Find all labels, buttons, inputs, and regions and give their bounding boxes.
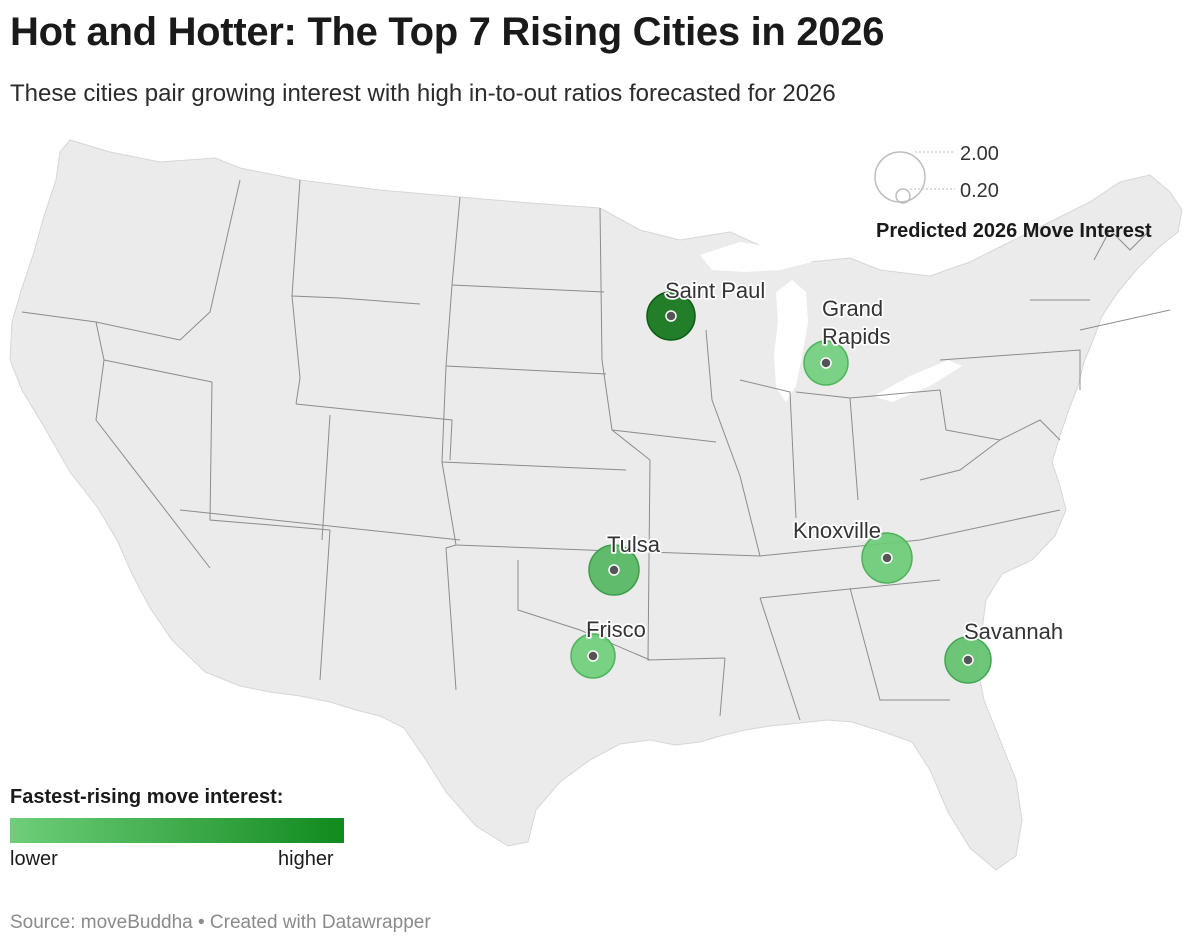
city-markers: Saint Paul Grand Rapids Tulsa Knoxville … [570,276,1065,684]
color-legend-title: Fastest-rising move interest: [10,786,284,808]
city-label-saint-paul: Saint Paul [665,278,765,303]
size-legend-max-circle [874,151,926,203]
city-marker-tulsa[interactable]: Tulsa [588,530,662,596]
color-legend-gradient [10,818,344,843]
size-legend: 2.00 0.20 [874,143,999,204]
lake-michigan [774,280,808,402]
state-borders [21,179,1171,721]
city-label-frisco: Frisco [586,617,646,642]
color-legend-low-label: lower [10,848,58,870]
city-label-knoxville: Knoxville [793,518,881,543]
source-note: Source: moveBuddha • Created with Datawr… [10,912,431,933]
city-marker-knoxville[interactable]: Knoxville [791,516,913,584]
size-legend-min-circle [895,188,911,204]
city-marker-savannah[interactable]: Savannah [944,617,1065,684]
city-marker-frisco[interactable]: Frisco [570,615,648,679]
size-legend-min-label: 0.20 [960,180,999,202]
city-marker-saint-paul[interactable]: Saint Paul [646,276,767,341]
city-label-savannah: Savannah [964,619,1063,644]
city-marker-grand-rapids[interactable]: Grand Rapids [803,294,892,386]
size-legend-max-label: 2.00 [960,143,999,165]
us-landmass [9,139,1183,871]
color-legend-high-label: higher [278,848,334,870]
city-label-tulsa: Tulsa [607,532,661,557]
city-label-grand-rapids: Grand Rapids [822,296,890,349]
chart-title: Hot and Hotter: The Top 7 Rising Cities … [10,10,885,54]
chart-subtitle: These cities pair growing interest with … [10,80,836,107]
lake-superior [700,242,812,272]
size-legend-title: Predicted 2026 Move Interest [876,220,1152,242]
lake-erie [874,360,962,402]
